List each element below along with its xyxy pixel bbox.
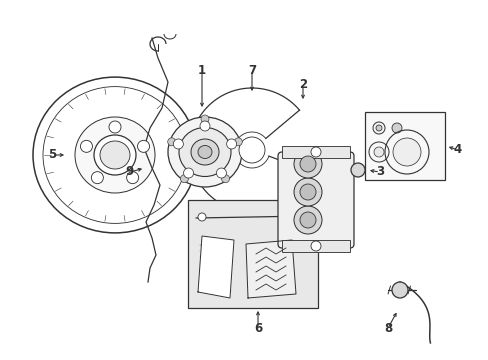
Circle shape: [299, 212, 315, 228]
Circle shape: [198, 213, 205, 221]
Bar: [187, 200, 317, 308]
Bar: [282, 240, 349, 252]
Ellipse shape: [191, 139, 219, 165]
Circle shape: [299, 184, 315, 200]
Ellipse shape: [179, 127, 230, 176]
Circle shape: [221, 175, 229, 183]
Circle shape: [392, 138, 420, 166]
Circle shape: [226, 139, 236, 149]
Circle shape: [239, 137, 264, 163]
Circle shape: [391, 123, 401, 133]
Circle shape: [299, 156, 315, 172]
Circle shape: [216, 168, 226, 178]
Bar: [364, 112, 444, 180]
Circle shape: [137, 140, 149, 152]
Circle shape: [91, 172, 103, 184]
Circle shape: [180, 175, 188, 183]
Ellipse shape: [100, 141, 130, 169]
Circle shape: [167, 138, 175, 146]
Circle shape: [234, 138, 242, 146]
Text: 7: 7: [247, 63, 256, 77]
Text: 2: 2: [298, 78, 306, 91]
Circle shape: [310, 147, 320, 157]
Circle shape: [310, 241, 320, 251]
Circle shape: [126, 172, 139, 184]
Text: 3: 3: [375, 166, 383, 179]
Circle shape: [391, 282, 407, 298]
Ellipse shape: [198, 145, 212, 158]
Circle shape: [109, 121, 121, 133]
Bar: [282, 146, 349, 158]
Text: 1: 1: [198, 63, 205, 77]
Ellipse shape: [75, 117, 155, 193]
Circle shape: [293, 150, 321, 178]
Circle shape: [373, 147, 383, 157]
Circle shape: [201, 115, 208, 123]
Text: 8: 8: [383, 321, 391, 334]
Circle shape: [293, 206, 321, 234]
Ellipse shape: [168, 117, 242, 187]
Ellipse shape: [94, 135, 136, 175]
Circle shape: [375, 125, 381, 131]
Circle shape: [81, 140, 92, 152]
Circle shape: [350, 163, 364, 177]
Text: 4: 4: [453, 144, 461, 157]
Polygon shape: [245, 240, 295, 298]
Text: 6: 6: [253, 321, 262, 334]
Text: 9: 9: [125, 166, 134, 179]
Text: 5: 5: [48, 148, 56, 162]
Circle shape: [293, 178, 321, 206]
Polygon shape: [198, 236, 234, 298]
Circle shape: [183, 168, 193, 178]
Circle shape: [200, 121, 209, 131]
FancyBboxPatch shape: [278, 152, 353, 248]
Circle shape: [173, 139, 183, 149]
